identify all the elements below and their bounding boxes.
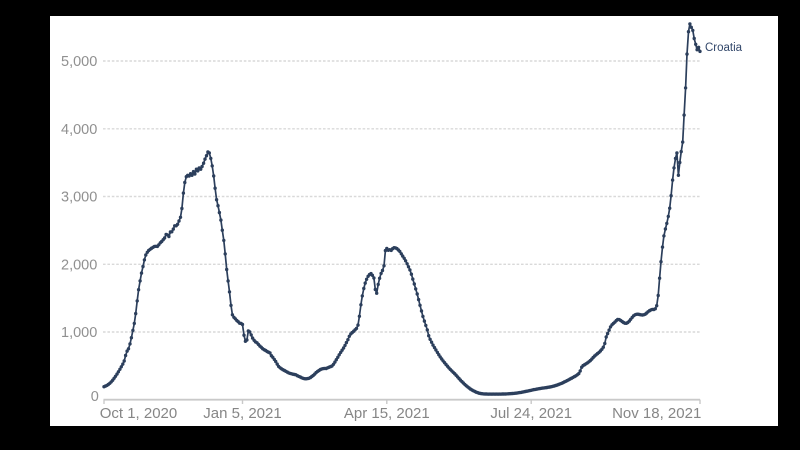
svg-text:1,000: 1,000 xyxy=(61,325,97,341)
svg-text:5,000: 5,000 xyxy=(61,54,97,70)
svg-text:Jan 5, 2021: Jan 5, 2021 xyxy=(203,405,281,422)
svg-text:4,000: 4,000 xyxy=(61,122,97,138)
svg-text:2,000: 2,000 xyxy=(61,258,97,274)
svg-text:Oct 1, 2020: Oct 1, 2020 xyxy=(100,405,178,422)
svg-text:3,000: 3,000 xyxy=(61,190,97,206)
svg-text:Croatia: Croatia xyxy=(705,42,743,54)
svg-text:Nov 18, 2021: Nov 18, 2021 xyxy=(612,405,701,422)
svg-text:0: 0 xyxy=(91,389,99,405)
svg-text:Jul 24, 2021: Jul 24, 2021 xyxy=(490,405,572,422)
svg-text:Apr 15, 2021: Apr 15, 2021 xyxy=(344,405,430,422)
